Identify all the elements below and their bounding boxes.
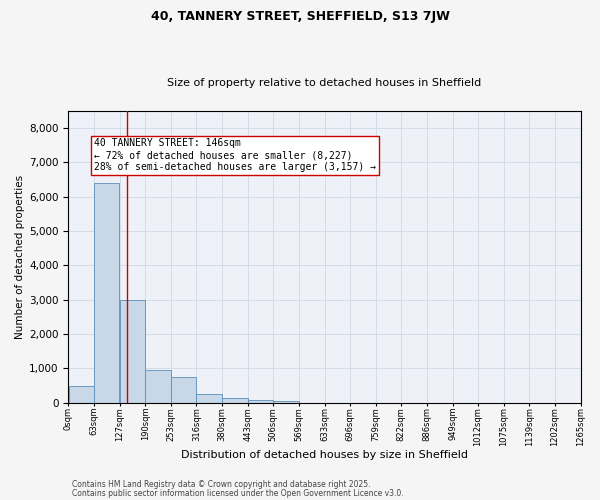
Text: 40, TANNERY STREET, SHEFFIELD, S13 7JW: 40, TANNERY STREET, SHEFFIELD, S13 7JW <box>151 10 449 23</box>
Text: 40 TANNERY STREET: 146sqm
← 72% of detached houses are smaller (8,227)
28% of se: 40 TANNERY STREET: 146sqm ← 72% of detac… <box>94 138 376 172</box>
Y-axis label: Number of detached properties: Number of detached properties <box>15 175 25 339</box>
Bar <box>171 377 196 402</box>
Bar <box>68 386 94 402</box>
Bar <box>145 370 170 402</box>
X-axis label: Distribution of detached houses by size in Sheffield: Distribution of detached houses by size … <box>181 450 468 460</box>
Bar <box>223 398 248 402</box>
Bar <box>94 183 119 402</box>
Title: Size of property relative to detached houses in Sheffield: Size of property relative to detached ho… <box>167 78 482 88</box>
Bar <box>274 400 299 402</box>
Bar <box>120 300 145 403</box>
Text: Contains HM Land Registry data © Crown copyright and database right 2025.: Contains HM Land Registry data © Crown c… <box>72 480 371 489</box>
Bar <box>196 394 221 402</box>
Bar <box>248 400 273 402</box>
Text: Contains public sector information licensed under the Open Government Licence v3: Contains public sector information licen… <box>72 488 404 498</box>
